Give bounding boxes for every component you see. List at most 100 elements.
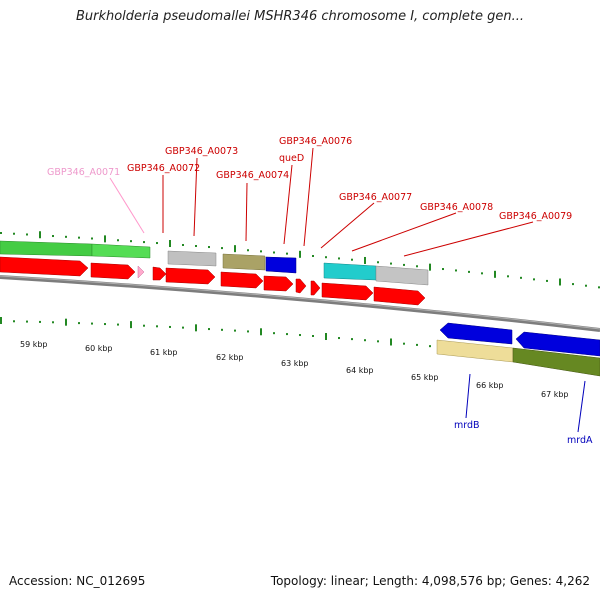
gene-label-qued[interactable]: queD — [279, 153, 304, 164]
topology-label: Topology: — [270, 574, 327, 588]
tick-minor — [143, 241, 145, 244]
cds-arrow-2 — [90, 262, 136, 280]
tick-minor — [130, 240, 132, 243]
tick-minor — [325, 256, 327, 259]
tick-minor — [78, 236, 80, 239]
gene-label-gbp346-a0074[interactable]: GBP346_A0074 — [216, 170, 289, 181]
tick-major — [429, 263, 431, 271]
ruler-tick-61: 61 kbp — [150, 348, 178, 357]
tick-minor — [377, 261, 379, 264]
tick-major — [0, 317, 2, 324]
tick-minor — [156, 325, 158, 328]
tick-minor — [429, 345, 431, 348]
tick-minor — [143, 324, 145, 327]
tick-major — [169, 240, 171, 248]
cds-arrow-6 — [263, 275, 294, 292]
ruler-tick-67: 67 kbp — [541, 390, 569, 399]
map-title: Burkholderia pseudomallei MSHR346 chromo… — [75, 9, 525, 24]
tick-minor — [221, 328, 223, 331]
tick-major — [234, 245, 236, 253]
ruler-tick-59: 59 kbp — [20, 340, 48, 349]
cds-arrow-4 — [165, 267, 216, 285]
accession-info: Accession: NC_012695 — [9, 574, 145, 588]
tick-minor — [351, 258, 353, 261]
tick-minor — [598, 286, 600, 289]
feature-grey-2 — [375, 265, 429, 286]
label-leaders — [109, 147, 586, 433]
ruler-tick-66: 66 kbp — [476, 381, 504, 390]
tick-minor — [338, 257, 340, 260]
cds-arrow-9 — [321, 282, 374, 301]
tick-minor — [403, 263, 405, 266]
feature-blue-quedd — [265, 256, 297, 274]
tick-minor — [26, 233, 28, 236]
tick-minor — [377, 340, 379, 343]
tick-minor — [78, 322, 80, 325]
tick-major — [65, 318, 67, 326]
tick-minor — [572, 283, 574, 286]
gene-label-gbp346-a0078[interactable]: GBP346_A0078 — [420, 202, 493, 213]
cds-arrow-pink — [137, 265, 145, 279]
tick-minor — [208, 246, 210, 249]
gene-label-gbp346-a0079[interactable]: GBP346_A0079 — [499, 211, 572, 222]
tick-minor — [468, 270, 470, 273]
tick-minor — [156, 242, 158, 245]
tick-minor — [195, 245, 197, 248]
tick-minor — [117, 239, 119, 242]
cds-arrow-10 — [373, 286, 426, 306]
ruler-tick-64: 64 kbp — [346, 366, 374, 375]
ruler-tick-65: 65 kbp — [411, 373, 439, 382]
tick-minor — [39, 320, 41, 323]
tick-minor — [416, 265, 418, 268]
topology-value: linear — [330, 574, 365, 588]
tick-major — [299, 250, 301, 258]
tick-major — [325, 333, 327, 341]
cds-blue-left-2 — [515, 331, 600, 357]
cds-arrow-3 — [152, 266, 167, 281]
length-value: 4,098,576 bp — [421, 574, 502, 588]
gene-label-gbp346-a0071[interactable]: GBP346_A0071 — [47, 167, 120, 178]
tick-minor — [546, 279, 548, 282]
tick-major — [195, 324, 197, 332]
tick-minor — [312, 335, 314, 338]
tick-minor — [286, 333, 288, 336]
gene-label-gbp346-a0073[interactable]: GBP346_A0073 — [165, 146, 238, 157]
tick-minor — [507, 275, 509, 278]
tick-minor — [286, 252, 288, 255]
accession-value: NC_012695 — [76, 574, 146, 588]
tick-minor — [221, 247, 223, 250]
tick-minor — [26, 320, 28, 323]
tick-major — [260, 328, 262, 336]
tick-minor — [338, 337, 340, 340]
cds-arrow-8 — [310, 280, 321, 296]
feature-grey-1 — [167, 250, 217, 267]
tick-minor — [208, 328, 210, 331]
feature-track-upper — [0, 240, 429, 286]
tick-minor — [585, 284, 587, 287]
cds-arrow-1 — [0, 256, 89, 277]
tick-minor — [520, 276, 522, 279]
ruler-tick-60: 60 kbp — [85, 344, 113, 353]
tick-minor — [234, 329, 236, 332]
tick-minor — [117, 323, 119, 326]
gene-label-gbp346-a0076[interactable]: GBP346_A0076 — [279, 136, 352, 147]
ruler-tick-63: 63 kbp — [281, 359, 309, 368]
tick-major — [130, 321, 132, 329]
gene-label-gbp346-a0077[interactable]: GBP346_A0077 — [339, 192, 412, 203]
tick-minor — [182, 243, 184, 246]
feature-dark-olive — [512, 347, 600, 377]
feature-track-red — [0, 256, 426, 306]
tick-minor — [91, 322, 93, 325]
gene-label-mrdb[interactable]: mrdB — [454, 420, 480, 431]
gene-label-gbp346-a0072[interactable]: GBP346_A0072 — [127, 163, 200, 174]
tick-minor — [65, 235, 67, 238]
tick-minor — [481, 272, 483, 275]
cds-arrow-7 — [295, 278, 307, 294]
cds-arrow-5 — [220, 271, 264, 289]
tick-minor — [169, 325, 171, 328]
tick-minor — [273, 251, 275, 254]
gene-label-mrda[interactable]: mrdA — [567, 435, 593, 446]
tick-minor — [403, 342, 405, 345]
tick-major — [494, 270, 496, 278]
